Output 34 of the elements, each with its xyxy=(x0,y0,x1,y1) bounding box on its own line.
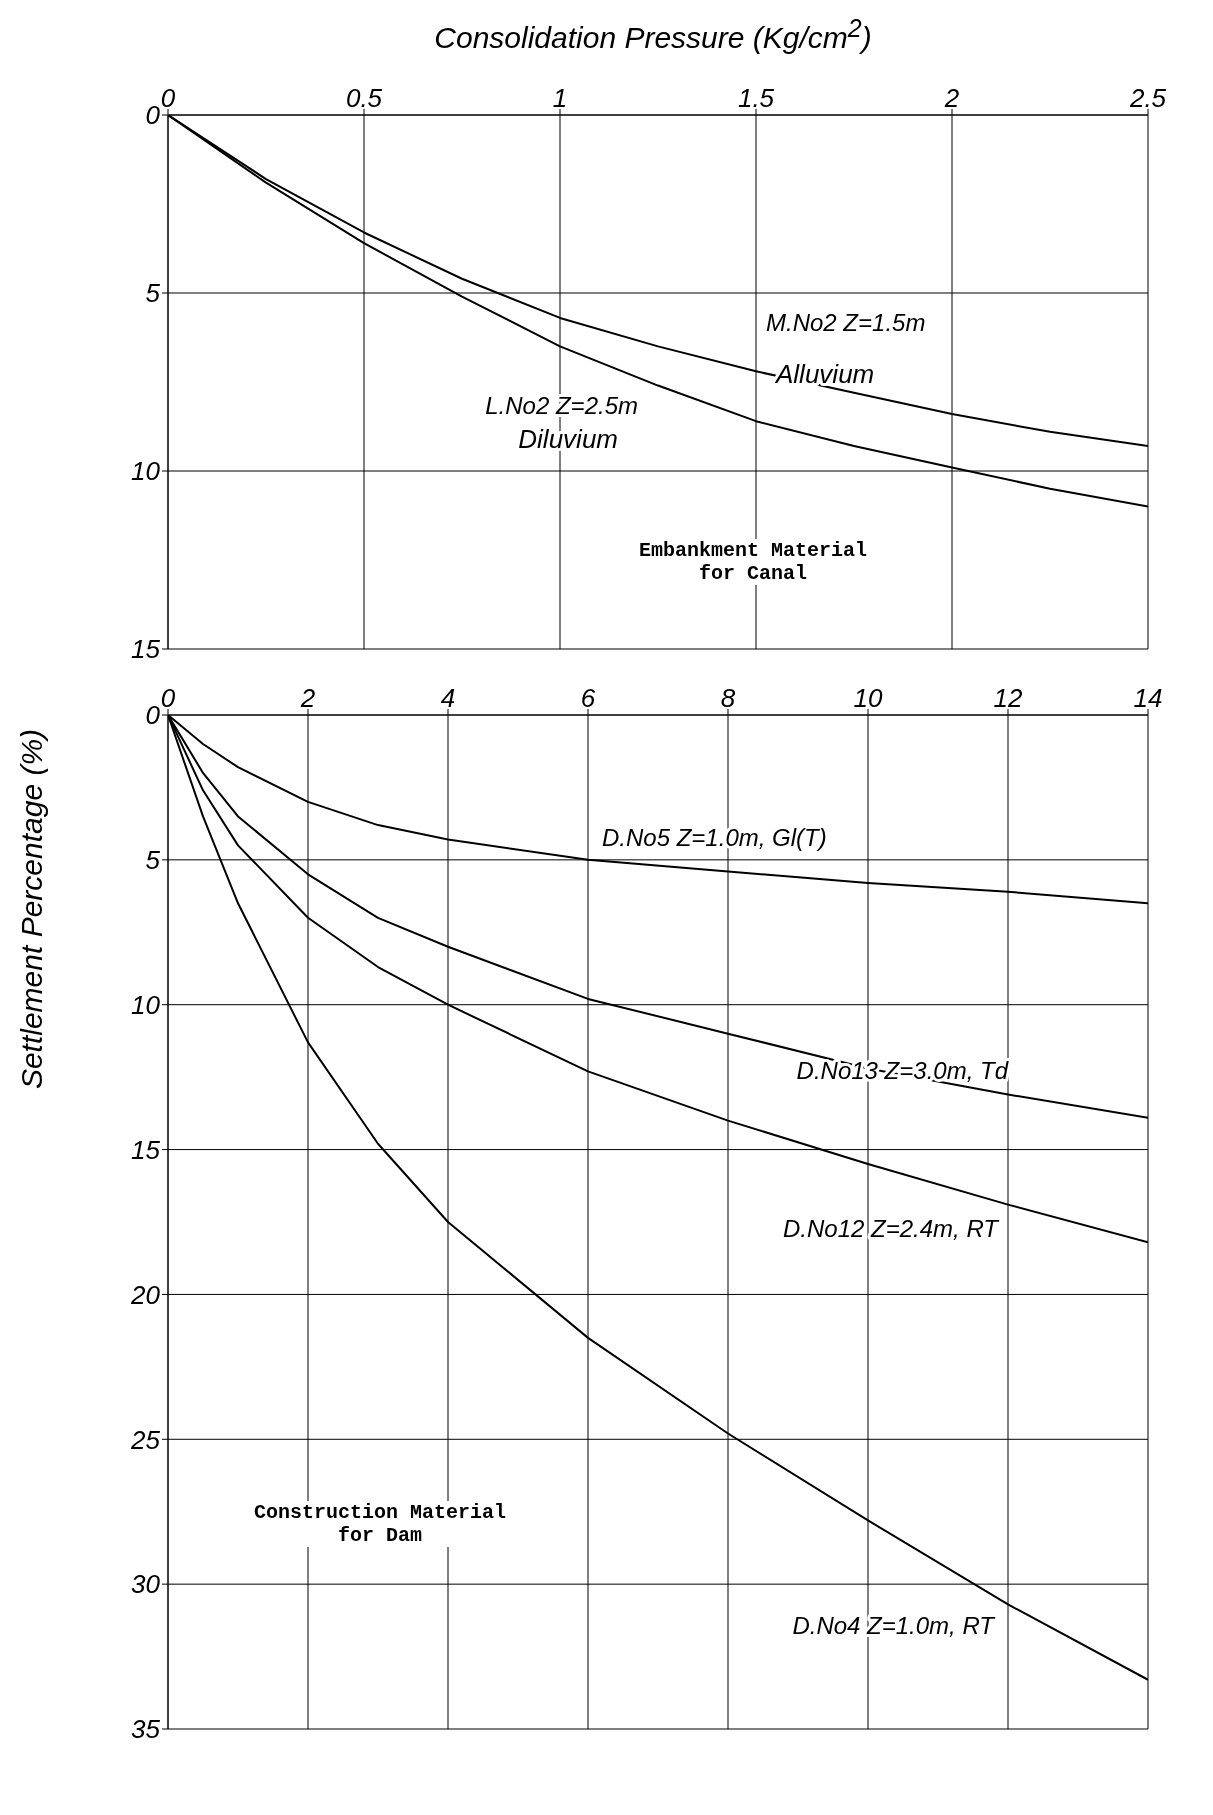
series-label: L.No2 Z=2.5m xyxy=(485,391,638,419)
y-tick-label: 5 xyxy=(145,845,161,876)
y-tick-label: 30 xyxy=(131,1569,161,1600)
x-tick-label: 1 xyxy=(552,83,568,113)
y-tick-label: 20 xyxy=(130,1279,161,1310)
x-tick-label: 0.5 xyxy=(345,83,383,113)
y-tick-label: 15 xyxy=(131,1134,161,1165)
annotation: Diluvium xyxy=(518,423,618,454)
x-tick-label: 6 xyxy=(580,683,596,713)
x-tick-label: 2 xyxy=(299,683,316,713)
y-tick-label: 25 xyxy=(130,1424,161,1455)
x-tick-label: 8 xyxy=(720,683,736,713)
annotation: Alluvium xyxy=(774,359,875,390)
series-label: D.No5 Z=1.0m, Gl(T) xyxy=(602,823,827,851)
x-tick-label: 2 xyxy=(943,83,960,113)
series-label: D.No13 Z=3.0m, Td xyxy=(796,1056,1009,1084)
x-tick-label: 4 xyxy=(440,683,456,713)
y-tick-label: 10 xyxy=(131,989,161,1020)
y-tick-label: 15 xyxy=(131,634,161,665)
series-label: M.No2 Z=1.5m xyxy=(766,309,926,337)
x-tick-label: 1.5 xyxy=(737,83,775,113)
x-tick-label: 14 xyxy=(1133,683,1163,713)
annotation: Construction Material for Dam xyxy=(250,1501,511,1548)
series-label: D.No4 Z=1.0m, RT xyxy=(792,1612,997,1640)
annotation: Embankment Material for Canal xyxy=(623,539,883,585)
y-axis-title: Settlement Percentage (%) xyxy=(15,728,48,1090)
x-tick-label: 12 xyxy=(993,683,1023,713)
series-label: D.No12 Z=2.4m, RT xyxy=(783,1214,1001,1242)
x-tick-label: 10 xyxy=(853,683,883,713)
y-tick-label: 10 xyxy=(131,456,161,487)
x-tick-label: 2.5 xyxy=(1128,83,1167,113)
x-axis-title: Consolidation Pressure (Kg/cm$^{2}$) xyxy=(433,13,873,56)
y-tick-label: 5 xyxy=(145,278,161,309)
y-tick-label: 35 xyxy=(131,1714,161,1745)
